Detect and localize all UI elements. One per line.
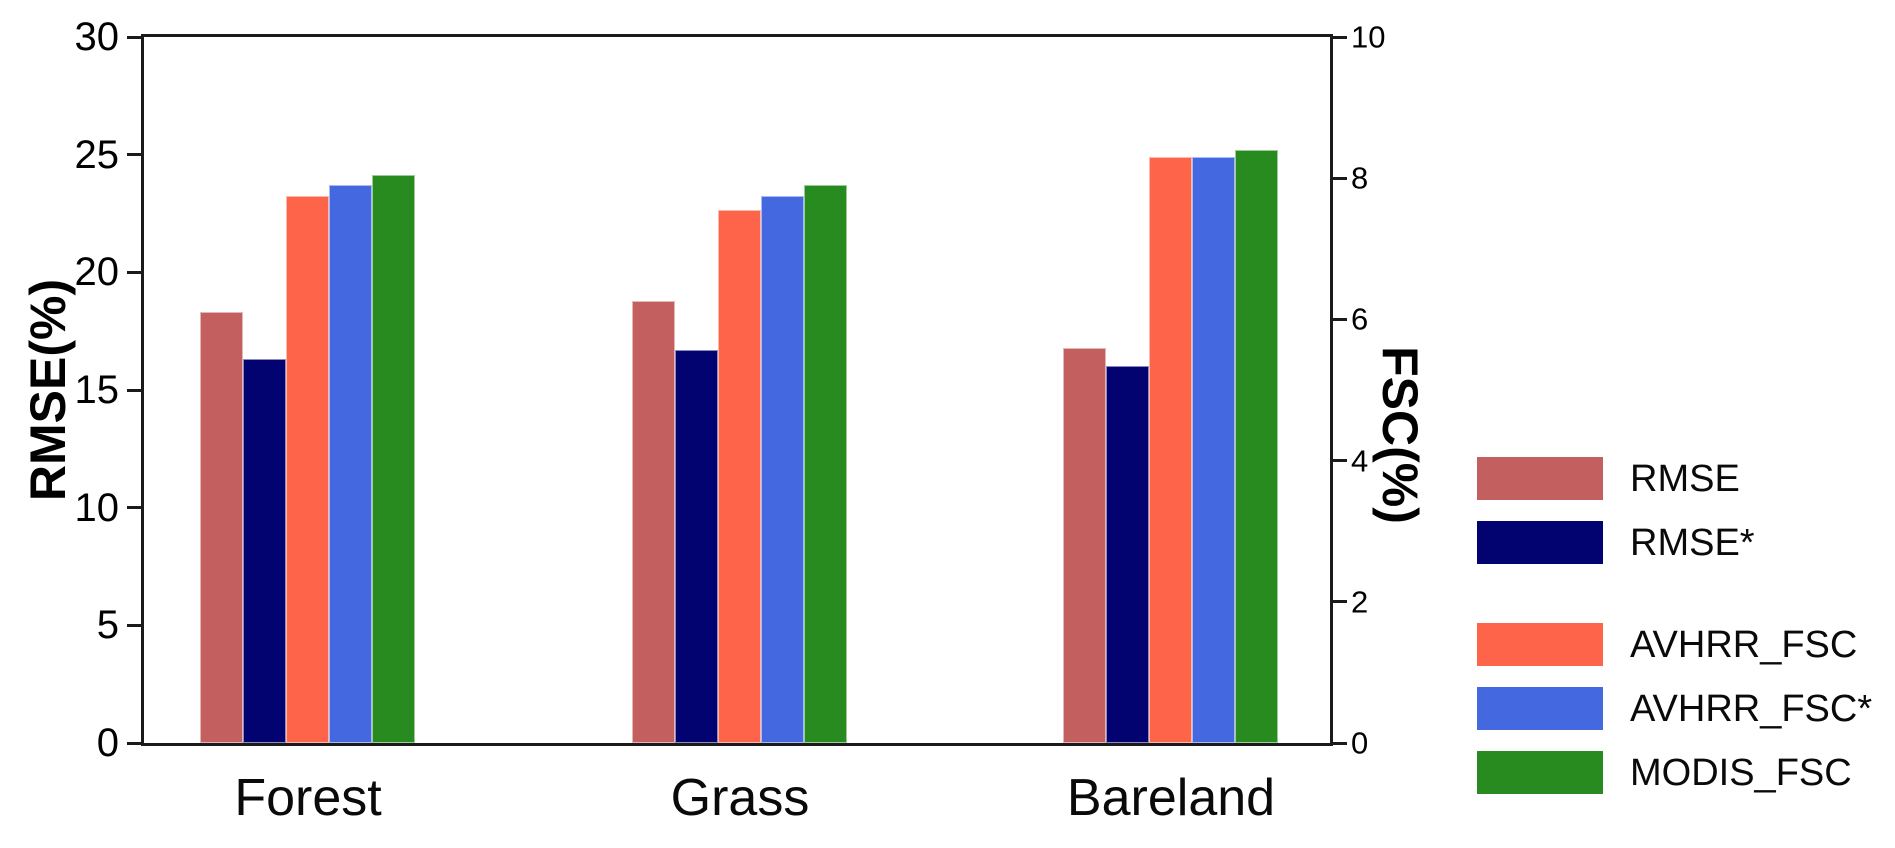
left-axis-tick-20 [127, 270, 141, 274]
right-axis-title: FSC(%) [1372, 346, 1428, 524]
bar-grass-modis-fsc [804, 185, 847, 743]
category-label-grass: Grass [670, 769, 810, 827]
legend-label-rmse: RMSE [1630, 457, 1740, 500]
bar-forest-avhrr-fsc [286, 196, 329, 743]
left-axis-tick-label-0: 0 [96, 721, 119, 765]
left-axis-tick-label-15: 15 [74, 368, 120, 412]
left-axis-tick-label-10: 10 [74, 485, 120, 530]
category-label-bareland: Bareland [1066, 769, 1276, 827]
right-axis-tick-label-2: 2 [1351, 584, 1369, 620]
bar-grass-rmse [675, 350, 718, 743]
right-axis-tick-label-4: 4 [1351, 443, 1369, 479]
right-axis-tick-label-8: 8 [1351, 160, 1369, 196]
right-axis-tick-4 [1333, 459, 1347, 463]
bar-bareland-rmse [1106, 366, 1149, 743]
legend-swatch-rmse [1477, 521, 1603, 564]
bar-grass-avhrr-fsc [761, 196, 804, 743]
right-axis-tick-8 [1333, 176, 1347, 180]
legend-swatch-avhrr-fsc [1477, 623, 1603, 666]
right-axis-tick-label-0: 0 [1351, 725, 1369, 761]
legend-swatch-modis-fsc [1477, 751, 1603, 794]
left-axis-title: RMSE(%) [20, 278, 76, 502]
bar-grass-avhrr-fsc [718, 210, 761, 743]
left-axis-tick-25 [127, 153, 141, 157]
bar-bareland-rmse [1063, 348, 1106, 743]
left-axis-tick-30 [127, 35, 141, 39]
legend-label-avhrr-fsc: AVHRR_FSC* [1630, 687, 1873, 730]
legend-swatch-avhrr-fsc [1477, 687, 1603, 730]
bar-forest-rmse [243, 359, 286, 743]
category-label-forest: Forest [234, 769, 382, 827]
right-axis-tick-label-6: 6 [1351, 301, 1369, 337]
left-axis-tick-label-20: 20 [74, 250, 120, 295]
right-axis-tick-0 [1333, 741, 1347, 745]
legend-label-rmse: RMSE* [1630, 521, 1755, 564]
legend-swatch-rmse [1477, 457, 1603, 500]
bar-bareland-modis-fsc [1235, 150, 1278, 743]
left-axis-tick-10 [127, 506, 141, 510]
left-axis-tick-label-25: 25 [74, 132, 120, 177]
left-axis-tick-15 [127, 388, 141, 392]
bar-bareland-avhrr-fsc [1192, 157, 1235, 743]
left-axis-tick-label-30: 30 [74, 15, 120, 59]
left-axis-tick-5 [127, 623, 141, 627]
right-axis-tick-6 [1333, 317, 1347, 321]
bar-grass-rmse [632, 301, 675, 743]
bars-layer [144, 37, 1330, 743]
bar-forest-avhrr-fsc [329, 185, 372, 743]
bar-forest-rmse [200, 312, 243, 743]
legend-label-avhrr-fsc: AVHRR_FSC [1630, 623, 1858, 666]
left-axis-tick-label-5: 5 [96, 603, 119, 648]
left-axis-tick-0 [127, 741, 141, 745]
bar-forest-modis-fsc [372, 175, 415, 743]
right-axis-tick-label-10: 10 [1351, 19, 1386, 55]
right-axis-tick-10 [1333, 35, 1347, 39]
bar-bareland-avhrr-fsc [1149, 157, 1192, 743]
right-axis-tick-2 [1333, 600, 1347, 604]
legend-label-modis-fsc: MODIS_FSC [1630, 751, 1852, 794]
